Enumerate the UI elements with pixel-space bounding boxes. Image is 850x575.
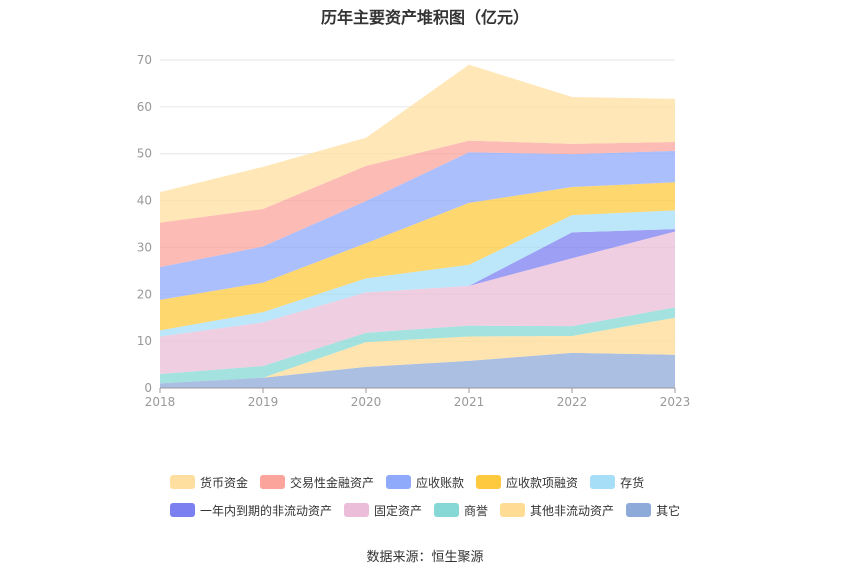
area-series bbox=[160, 307, 675, 384]
legend-label: 商誉 bbox=[464, 503, 489, 518]
legend-item[interactable]: 一年内到期的非流动资产 bbox=[170, 502, 332, 519]
legend-label: 其他非流动资产 bbox=[530, 503, 615, 518]
area-series bbox=[160, 210, 675, 337]
legend-item[interactable]: 其它 bbox=[626, 502, 680, 519]
legend-swatch bbox=[170, 475, 195, 489]
legend-label: 货币资金 bbox=[200, 475, 249, 490]
area-series bbox=[160, 150, 675, 300]
legend-row: 一年内到期的非流动资产 固定资产 商誉 其他非流动资产 其它 bbox=[170, 498, 730, 522]
legend-label: 一年内到期的非流动资产 bbox=[200, 503, 333, 518]
y-tick-label: 70 bbox=[137, 53, 152, 67]
legend-swatch bbox=[476, 475, 502, 489]
area-series bbox=[160, 140, 675, 268]
area-series bbox=[160, 64, 675, 223]
area-series bbox=[160, 231, 675, 374]
x-tick-label: 2023 bbox=[660, 395, 691, 409]
legend-swatch bbox=[260, 475, 286, 489]
area-series bbox=[160, 317, 675, 384]
legend-swatch bbox=[344, 503, 370, 517]
legend-swatch bbox=[590, 475, 616, 489]
y-tick-label: 60 bbox=[137, 100, 152, 114]
x-tick-label: 2021 bbox=[454, 395, 485, 409]
x-tick-label: 2019 bbox=[248, 395, 279, 409]
legend-swatch bbox=[500, 503, 526, 517]
y-tick-label: 20 bbox=[137, 287, 152, 301]
legend-swatch bbox=[626, 503, 652, 517]
x-tick-label: 2022 bbox=[557, 395, 588, 409]
legend-label: 固定资产 bbox=[374, 503, 423, 518]
legend-item[interactable]: 商誉 bbox=[434, 502, 488, 519]
x-tick-label: 2018 bbox=[145, 395, 176, 409]
legend-item[interactable]: 其他非流动资产 bbox=[500, 502, 614, 519]
legend-item[interactable]: 交易性金融资产 bbox=[260, 474, 374, 491]
legend-item[interactable]: 固定资产 bbox=[344, 502, 422, 519]
y-tick-label: 40 bbox=[137, 194, 152, 208]
y-tick-label: 50 bbox=[137, 147, 152, 161]
chart-title: 历年主要资产堆积图（亿元） bbox=[320, 8, 529, 27]
legend-swatch bbox=[434, 503, 460, 517]
legend-swatch bbox=[386, 475, 412, 489]
chart-legend: 货币资金 交易性金融资产 应收账款 应收款项融资 存货一年内到期的非流动资产 固定资产 商誉… bbox=[170, 470, 730, 526]
stacked-area-chart: 0 10 20 30 40 50 60 70 2018 2019 2020 2021 2022 2023 bbox=[137, 53, 691, 409]
y-tick-label: 10 bbox=[137, 334, 152, 348]
legend-swatch bbox=[170, 503, 195, 517]
area-series bbox=[160, 229, 675, 337]
legend-label: 其它 bbox=[656, 503, 681, 518]
data-source-note: 数据来源：恒生聚源 bbox=[366, 550, 484, 565]
legend-item[interactable]: 应收账款 bbox=[386, 474, 464, 491]
legend-label: 应收款项融资 bbox=[506, 475, 579, 490]
legend-label: 应收账款 bbox=[416, 475, 465, 490]
y-tick-label: 30 bbox=[137, 240, 152, 254]
y-tick-label: 0 bbox=[144, 381, 152, 395]
legend-item[interactable]: 应收款项融资 bbox=[476, 474, 578, 491]
legend-label: 交易性金融资产 bbox=[290, 475, 375, 490]
area-series bbox=[160, 352, 675, 388]
legend-row: 货币资金 交易性金融资产 应收账款 应收款项融资 存货 bbox=[170, 470, 730, 494]
legend-item[interactable]: 货币资金 bbox=[170, 474, 248, 491]
legend-item[interactable]: 存货 bbox=[590, 474, 644, 491]
legend-label: 存货 bbox=[620, 475, 645, 490]
x-tick-label: 2020 bbox=[351, 395, 382, 409]
area-series bbox=[160, 182, 675, 331]
